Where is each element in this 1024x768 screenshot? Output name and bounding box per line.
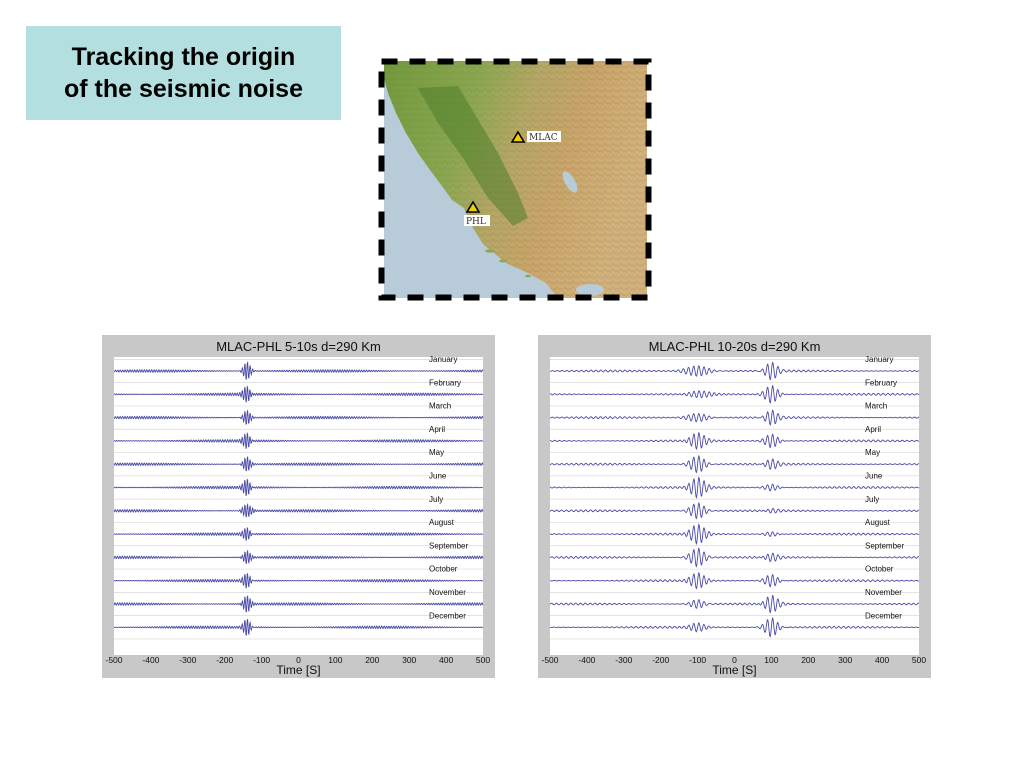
trace-label: February <box>865 378 897 387</box>
x-tick-label: -500 <box>541 655 558 665</box>
trace-june <box>549 476 920 499</box>
trace-label: October <box>865 565 894 574</box>
x-tick-label: 200 <box>801 655 815 665</box>
triangle-icon <box>465 200 481 213</box>
triangle-icon <box>510 130 526 143</box>
trace-august <box>113 526 484 541</box>
chart-title: MLAC-PHL 5-10s d=290 Km <box>216 339 381 354</box>
trace-label: October <box>429 565 458 574</box>
slide-title-line-1: Tracking the origin <box>71 43 296 71</box>
station-label-phl: PHL <box>466 217 486 227</box>
slide-title-box: Tracking the origin of the seismic noise <box>26 26 341 120</box>
x-tick-label: -300 <box>179 655 196 665</box>
trace-october <box>113 572 484 589</box>
trace-january <box>549 361 920 381</box>
x-tick-label: -200 <box>216 655 233 665</box>
trace-november <box>113 595 484 613</box>
chart-panel-10-20s: MLAC-PHL 10-20s d=290 Km January February M… <box>538 335 931 678</box>
trace-april <box>113 431 484 449</box>
trace-label: May <box>865 448 880 457</box>
x-tick-label: -400 <box>142 655 159 665</box>
trace-july <box>549 502 920 520</box>
x-tick-label: -400 <box>578 655 595 665</box>
x-tick-label: -300 <box>615 655 632 665</box>
trace-march <box>549 409 920 426</box>
trace-march <box>113 409 484 425</box>
x-tick-label: 500 <box>476 655 490 665</box>
trace-november <box>549 594 920 614</box>
x-tick-label: -200 <box>652 655 669 665</box>
trace-label: September <box>865 541 904 550</box>
trace-may <box>113 455 484 472</box>
station-map-svg: MLAC PHL <box>378 58 652 301</box>
x-tick-label: 100 <box>328 655 342 665</box>
trace-label: March <box>865 402 887 411</box>
seismogram-chart-5-10s: MLAC-PHL 5-10s d=290 Km January February Ma… <box>105 339 490 677</box>
x-tick-label: -100 <box>253 655 270 665</box>
chart-title: MLAC-PHL 10-20s d=290 Km <box>649 339 821 354</box>
trace-december <box>113 619 484 636</box>
trace-may <box>549 454 920 474</box>
trace-february <box>113 385 484 403</box>
trace-label: April <box>865 425 881 434</box>
trace-label: July <box>865 495 879 504</box>
central-valley <box>418 86 528 226</box>
plot-area <box>550 357 919 655</box>
station-mlac: MLAC <box>510 130 561 143</box>
chart-panel-5-10s: MLAC-PHL 5-10s d=290 Km January February Ma… <box>102 335 495 678</box>
x-tick-label: 500 <box>912 655 926 665</box>
x-tick-label: 200 <box>365 655 379 665</box>
trace-label: July <box>429 495 443 504</box>
station-label-mlac: MLAC <box>529 133 558 143</box>
trace-label: May <box>429 448 444 457</box>
trace-september <box>549 547 920 568</box>
seismogram-chart-10-20s: MLAC-PHL 10-20s d=290 Km January February M… <box>541 339 926 677</box>
x-tick-label: -100 <box>689 655 706 665</box>
trace-label: January <box>865 355 893 364</box>
trace-label: November <box>429 588 466 597</box>
x-tick-label: 0 <box>732 655 737 665</box>
trace-june <box>113 478 484 497</box>
trace-label: June <box>429 472 447 481</box>
trace-april <box>549 431 920 451</box>
trace-february <box>549 384 920 405</box>
x-axis-label: Time [S] <box>712 663 756 677</box>
trace-label: March <box>429 402 451 411</box>
x-tick-label: 300 <box>838 655 852 665</box>
slide-title-line-2: of the seismic noise <box>64 75 303 103</box>
x-axis-label: Time [S] <box>276 663 320 677</box>
trace-august <box>549 523 920 546</box>
trace-label: September <box>429 541 468 550</box>
trace-label: January <box>429 355 457 364</box>
x-tick-label: 300 <box>402 655 416 665</box>
trace-july <box>113 502 484 518</box>
trace-september <box>113 549 484 565</box>
trace-label: August <box>429 518 455 527</box>
trace-label: December <box>865 611 902 620</box>
x-tick-label: 400 <box>875 655 889 665</box>
trace-label: February <box>429 378 461 387</box>
x-tick-label: 0 <box>296 655 301 665</box>
trace-january <box>113 361 484 380</box>
trace-label: August <box>865 518 891 527</box>
trace-label: November <box>865 588 902 597</box>
x-tick-label: 400 <box>439 655 453 665</box>
station-map: MLAC PHL <box>378 58 652 301</box>
trace-label: April <box>429 425 445 434</box>
station-phl: PHL <box>464 200 490 227</box>
plot-area <box>114 357 483 655</box>
trace-december <box>549 616 920 638</box>
trace-label: June <box>865 472 883 481</box>
x-tick-label: -500 <box>105 655 122 665</box>
trace-label: December <box>429 611 466 620</box>
trace-october <box>549 571 920 590</box>
x-tick-label: 100 <box>764 655 778 665</box>
